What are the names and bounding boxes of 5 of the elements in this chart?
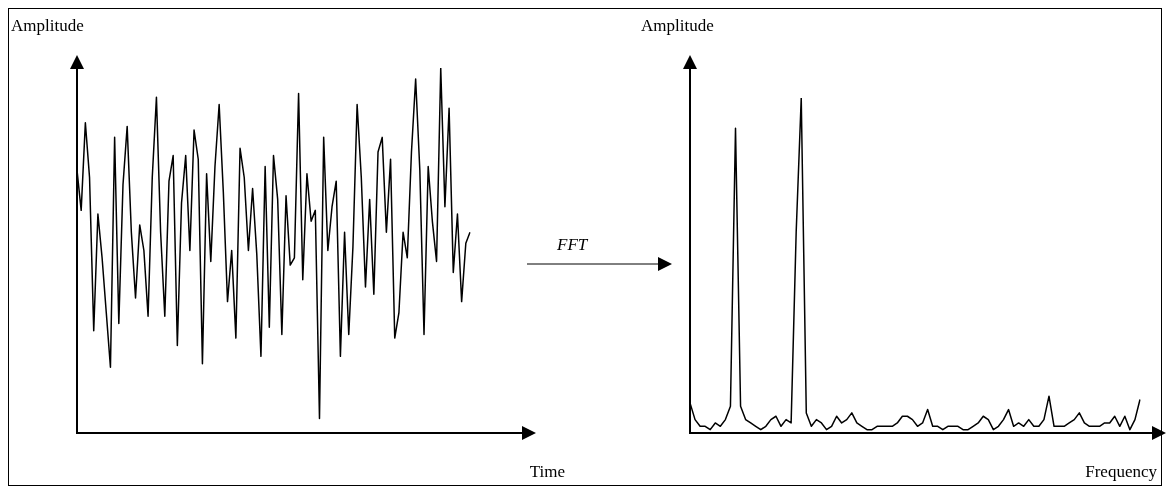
x-axis-title: Time xyxy=(529,462,565,481)
x-axis-title: Frequency xyxy=(1085,462,1158,481)
y-axis-title: Amplitude xyxy=(641,16,714,35)
y-axis-title: Amplitude xyxy=(11,16,84,35)
text: FFT xyxy=(557,235,588,255)
